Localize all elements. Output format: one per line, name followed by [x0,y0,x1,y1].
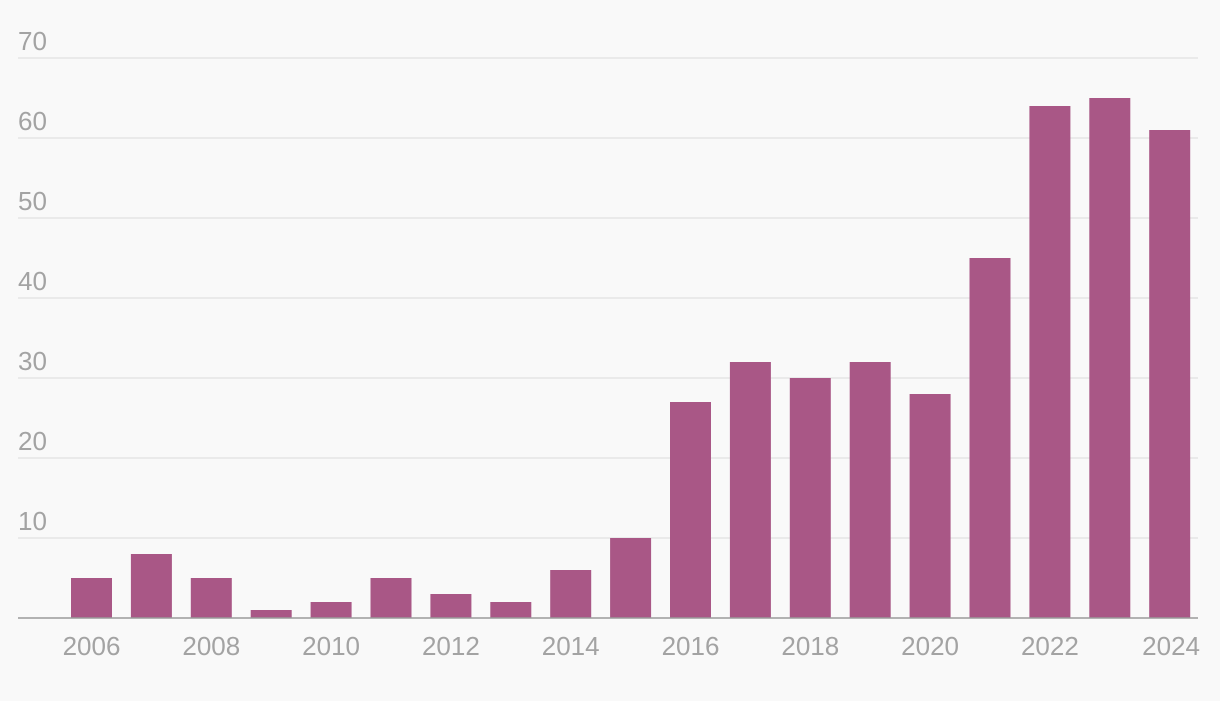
bar-2011 [370,578,412,618]
bar-2018 [789,378,831,618]
bar-2024 [1149,130,1191,618]
x-tick-label: 2008 [182,631,240,661]
bar-2020 [909,394,951,618]
bar-2021 [969,258,1011,618]
bar-2008 [190,578,232,618]
x-tick-label: 2022 [1021,631,1079,661]
bar-2012 [430,594,472,618]
y-tick-label: 50 [18,186,47,216]
y-tick-label: 60 [18,106,47,136]
x-tick-label: 2016 [662,631,720,661]
y-tick-label: 40 [18,266,47,296]
bar-2022 [1029,106,1071,618]
bar-2013 [490,602,532,618]
x-tick-label: 2006 [63,631,121,661]
bar-2010 [310,602,352,618]
y-tick-label: 70 [18,26,47,56]
bar-2014 [550,570,592,618]
bar-2006 [71,578,112,618]
bars [71,98,1191,618]
bar-2016 [670,402,711,618]
x-tick-label: 2018 [781,631,839,661]
x-axis-tick-labels: 2006 2008 2010 2012 2014 2016 2018 2020 2022 2024 [63,631,1200,661]
y-axis-tick-labels: 10 20 30 40 50 60 70 [18,26,47,536]
bar-2017 [729,362,771,618]
x-tick-label: 2024 [1142,631,1200,661]
bar-2007 [130,554,172,618]
y-tick-label: 10 [18,506,47,536]
bar-2009 [250,610,292,618]
x-tick-label: 2014 [542,631,600,661]
grid-layer [18,57,1198,539]
bar-2019 [849,362,891,618]
x-tick-label: 2012 [422,631,480,661]
bar-2015 [610,538,652,618]
y-tick-label: 30 [18,346,47,376]
x-tick-label: 2020 [901,631,959,661]
x-tick-label: 2010 [302,631,360,661]
y-tick-label: 20 [18,426,47,456]
bar-2023 [1089,98,1131,618]
